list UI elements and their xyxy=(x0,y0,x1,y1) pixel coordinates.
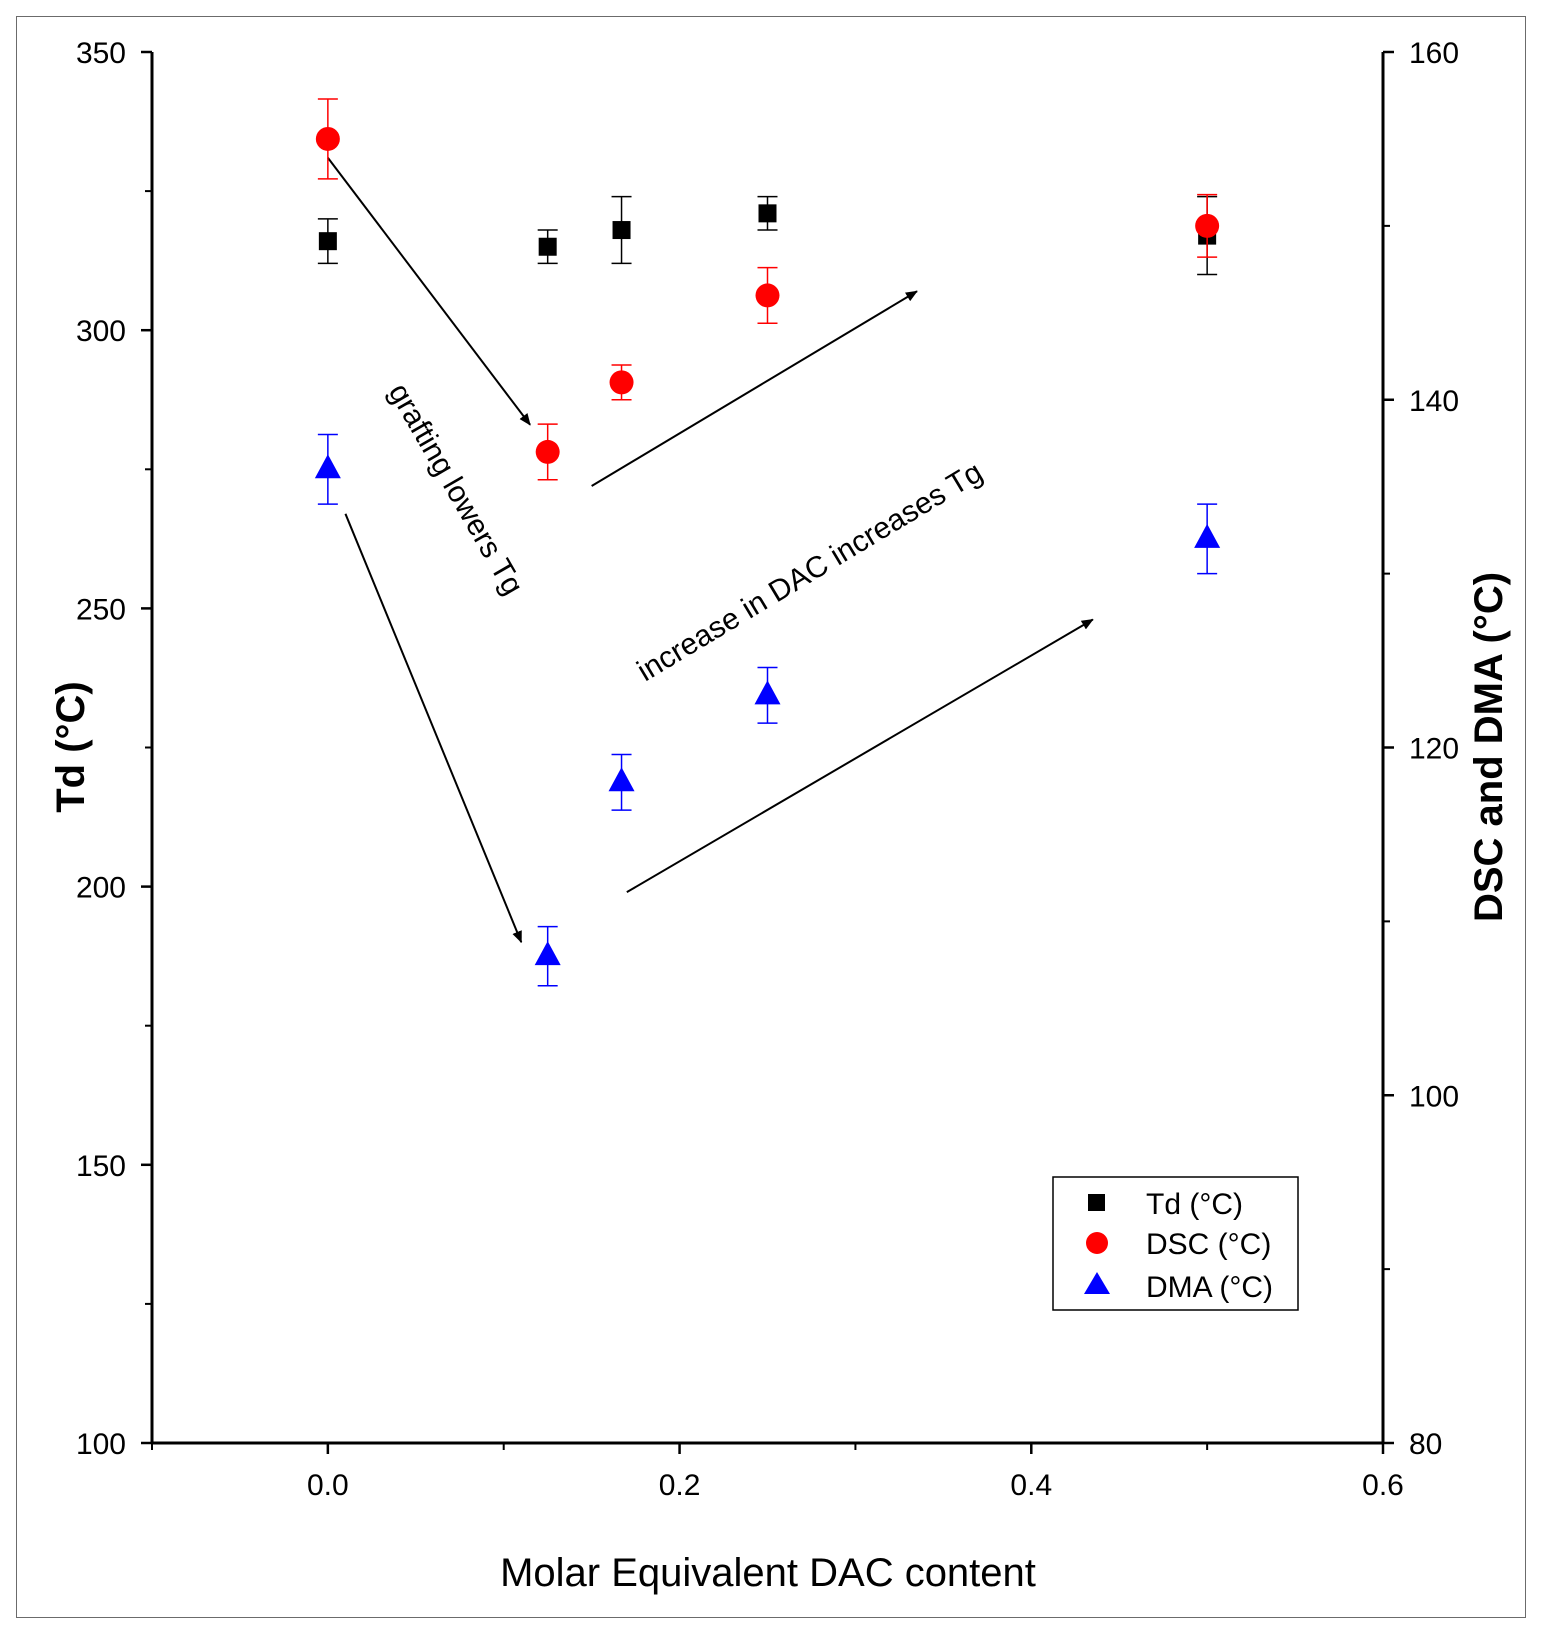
td-point xyxy=(538,237,557,256)
y-right-tick-label: 80 xyxy=(1409,1428,1442,1461)
x-tick-label: 0.0 xyxy=(307,1469,349,1502)
data-markers xyxy=(314,98,1221,987)
y-left-ticks: 100 150 200 250 300 350 xyxy=(76,37,152,1461)
td-point xyxy=(612,221,631,240)
annotation-grafting: grafting lowers Tg xyxy=(382,378,530,601)
td-point xyxy=(318,232,337,251)
dsc-point xyxy=(1195,213,1220,238)
y-right-tick-label: 140 xyxy=(1409,385,1459,418)
y-left-tick-label: 200 xyxy=(76,872,126,905)
y-left-tick-label: 250 xyxy=(76,593,126,626)
dma-point xyxy=(608,767,635,792)
x-tick-label: 0.2 xyxy=(659,1469,701,1502)
arrow-dsc-up xyxy=(591,290,918,487)
y-right-tick-label: 160 xyxy=(1409,37,1459,70)
y-right-ticks: 80 100 120 140 160 xyxy=(1383,37,1459,1461)
annotation-arrows xyxy=(327,157,1094,944)
x-tick-label: 0.4 xyxy=(1010,1469,1052,1502)
legend-dsc-label: DSC (°C) xyxy=(1146,1228,1271,1261)
dsc-point xyxy=(609,370,634,395)
figure-frame xyxy=(16,16,1526,1618)
dsc-point xyxy=(315,126,340,151)
y-right-tick-label: 100 xyxy=(1409,1080,1459,1113)
y-right-axis-title: DSC and DMA (°C) xyxy=(1467,572,1511,922)
y-left-tick-label: 300 xyxy=(76,315,126,348)
legend: Td (°C) DSC (°C) DMA (°C) xyxy=(1052,1176,1299,1311)
legend-dma-marker xyxy=(1084,1272,1110,1294)
dma-point xyxy=(534,941,561,966)
dsc-point xyxy=(535,439,560,464)
dma-point xyxy=(754,680,781,705)
legend-dsc-marker xyxy=(1086,1232,1108,1254)
y-right-tick-label: 120 xyxy=(1409,733,1459,766)
arrow-dsc-down xyxy=(327,157,531,426)
td-point xyxy=(758,204,777,223)
legend-dma-label: DMA (°C) xyxy=(1146,1271,1273,1304)
dma-point xyxy=(314,454,341,479)
legend-td-marker xyxy=(1088,1194,1105,1211)
annotation-dac: increase in DAC increases Tg xyxy=(632,456,989,688)
y-left-tick-label: 350 xyxy=(76,37,126,70)
y-left-axis-title: Td (°C) xyxy=(49,681,93,813)
arrow-dma-up xyxy=(626,618,1094,894)
x-axis-title: Molar Equivalent DAC content xyxy=(500,1551,1036,1595)
dsc-point xyxy=(755,283,780,308)
x-tick-label: 0.6 xyxy=(1362,1469,1404,1502)
y-left-tick-label: 100 xyxy=(76,1428,126,1461)
legend-td-label: Td (°C) xyxy=(1146,1188,1243,1221)
dma-point xyxy=(1194,523,1221,548)
arrow-dma-down xyxy=(344,513,523,944)
x-ticks: 0.0 0.2 0.4 0.6 xyxy=(151,1443,1404,1502)
y-left-tick-label: 150 xyxy=(76,1150,126,1183)
